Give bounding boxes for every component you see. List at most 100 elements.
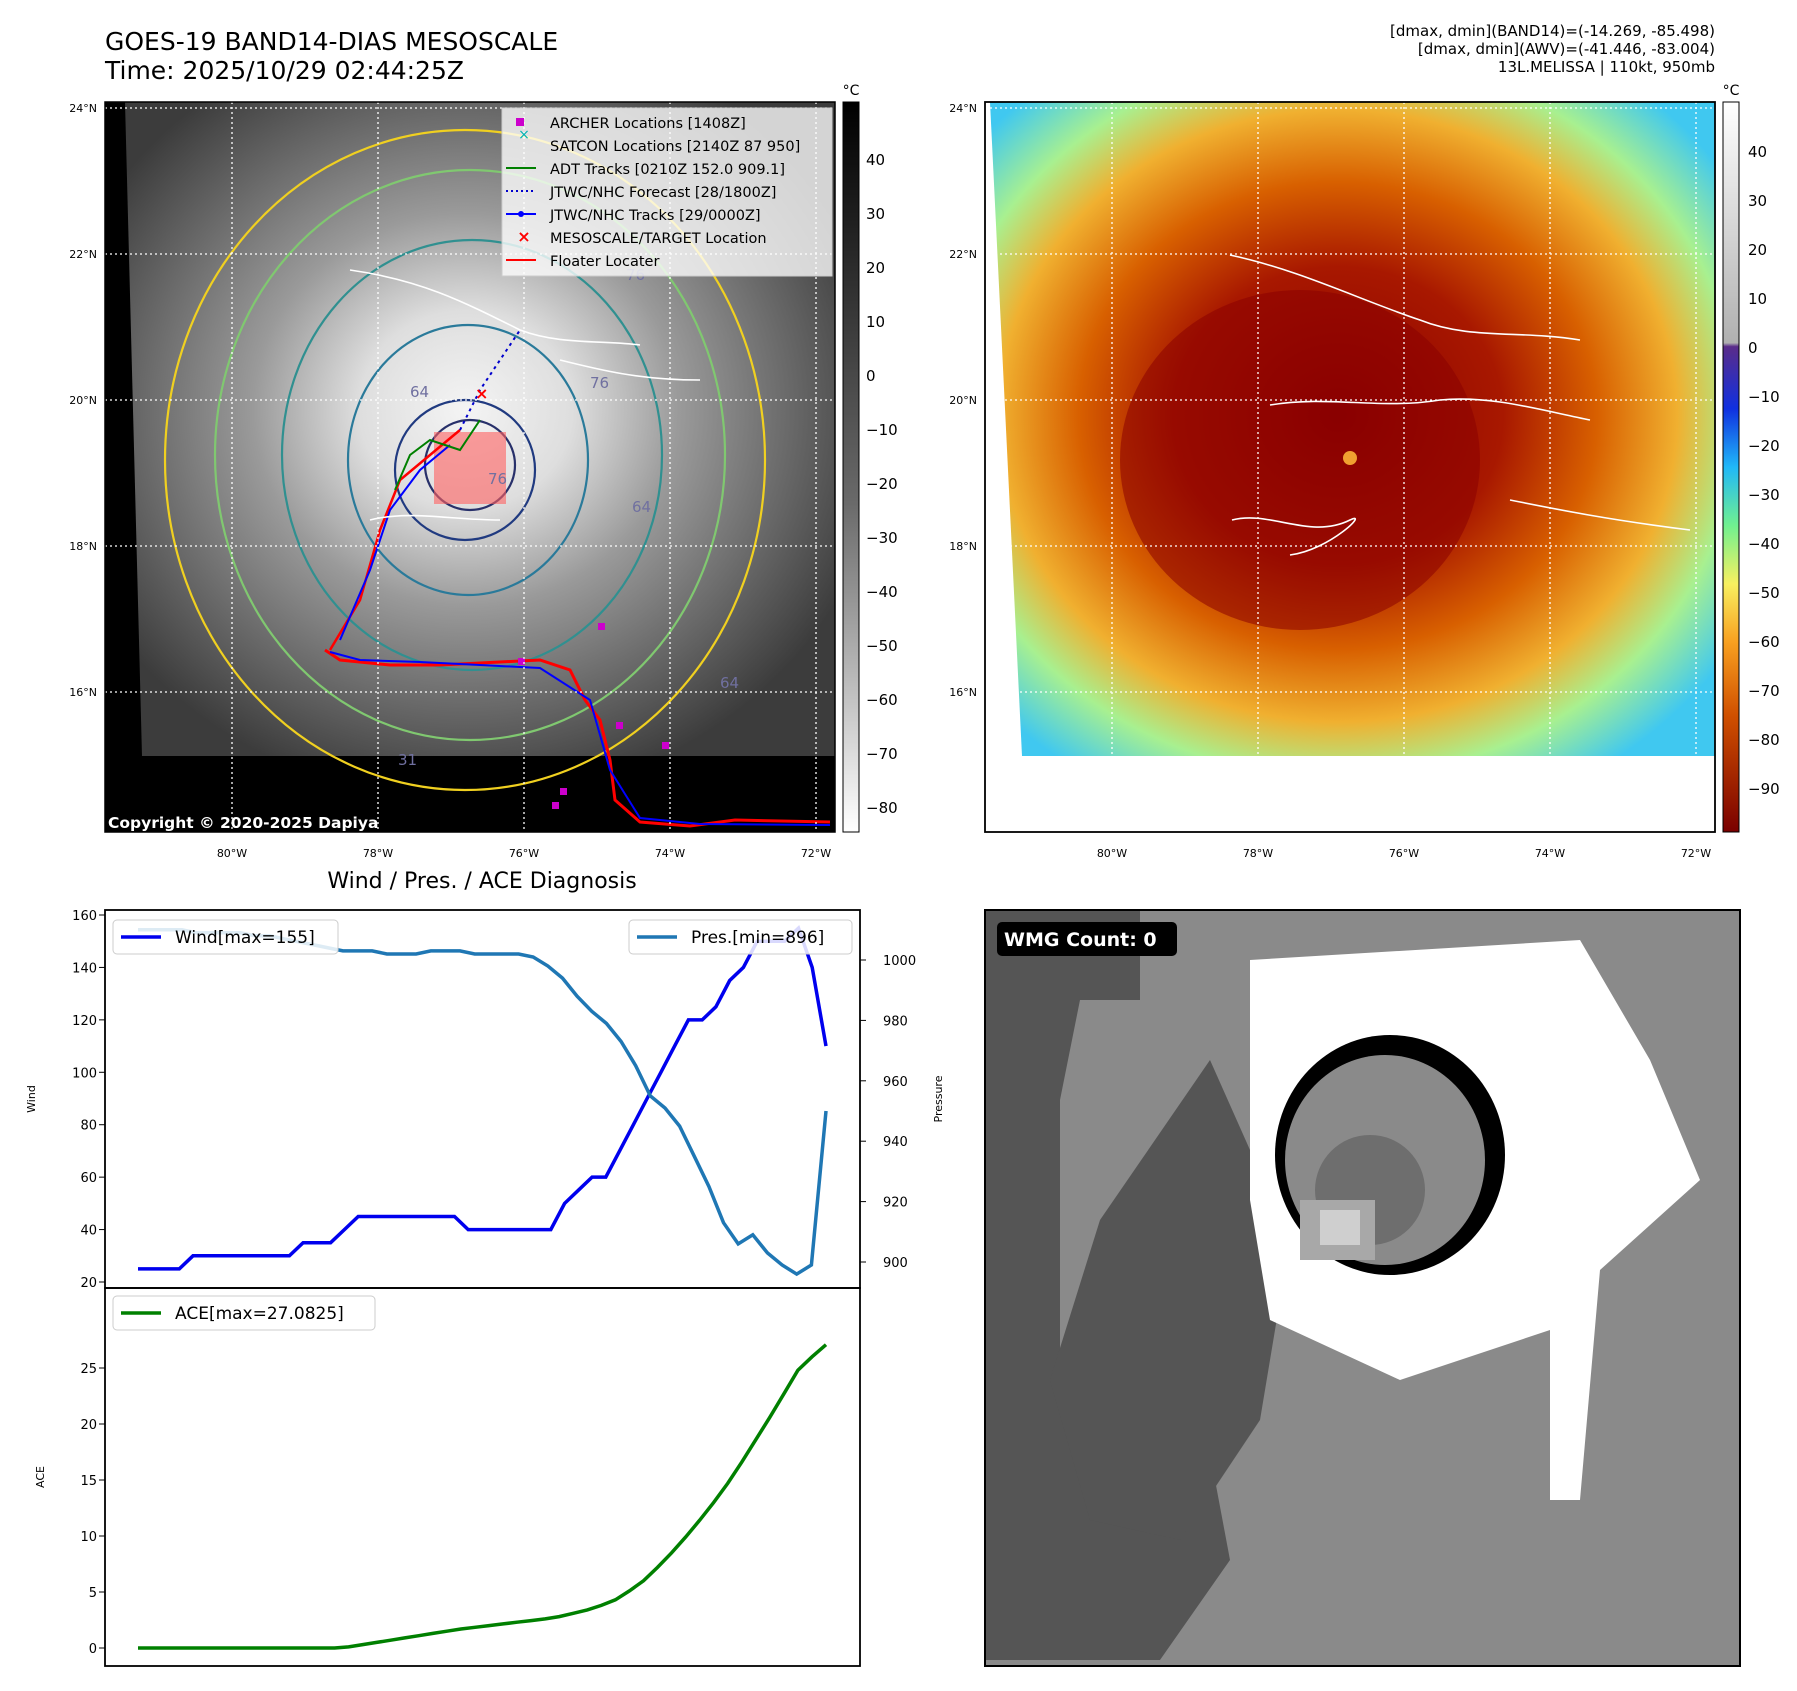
lat-label: 24°N (949, 102, 977, 115)
legend-adt: ADT Tracks [0210Z 152.0 909.1] (550, 162, 785, 178)
lon-label: 80°W (1097, 847, 1127, 860)
pres-ylabel: Pressure (932, 1075, 945, 1122)
contour-label: 76 (590, 374, 609, 392)
cbar-tick: 40 (1748, 143, 1767, 161)
ace-axes (104, 1287, 861, 1667)
pres-legend-label: Pres.[min=896] (691, 928, 824, 948)
axis-tick-label: 80 (80, 1119, 97, 1134)
cbar-tick: −20 (1748, 437, 1780, 455)
wind-series-line (138, 924, 828, 1271)
tr-header-line3: 13L.MELISSA | 110kt, 950mb (1497, 58, 1715, 76)
tl-lat-labels: 24°N 22°N 20°N 18°N 16°N (69, 102, 97, 699)
tr-header: [dmax, dmin](BAND14)=(-14.269, -85.498) … (1215, 22, 1715, 76)
axis-tick-label: 10 (80, 1530, 97, 1545)
cbar-tick: −50 (1748, 584, 1780, 602)
tl-legend: × × ARCHER Locations [1408Z] SATCON Loca… (501, 107, 833, 277)
wind-ylabel: Wind (25, 1085, 38, 1113)
lat-label: 22°N (69, 248, 97, 261)
legend-forecast: JTWC/NHC Forecast [28/1800Z] (549, 185, 776, 201)
tr-colorbar: °C 40 30 20 10 0 −10 −20 −30 −40 −50 −60… (1722, 83, 1780, 833)
legend-satcon: SATCON Locations [2140Z 87 950] (550, 139, 800, 155)
pressure-series-line (138, 928, 828, 1277)
cbar-tick: −60 (866, 691, 898, 709)
lat-label: 22°N (949, 248, 977, 261)
lon-label: 78°W (363, 847, 393, 860)
lat-label: 20°N (949, 394, 977, 407)
axis-tick-label: 160 (72, 909, 97, 924)
copyright-text: Copyright © 2020-2025 Dapiya (108, 814, 378, 832)
legend-archer: ARCHER Locations [1408Z] (550, 116, 746, 132)
tr-map (984, 101, 1716, 833)
axis-tick-label: 1000 (883, 954, 916, 969)
wmg-panel: WMG Count: 0 (984, 909, 1741, 1667)
cbar-tick: −40 (1748, 535, 1780, 553)
target-marker-icon: × (475, 384, 488, 403)
cbar-tick: −70 (866, 745, 898, 763)
axis-tick-label: 5 (89, 1586, 97, 1601)
legend-tracks: JTWC/NHC Tracks [29/0000Z] (549, 208, 761, 224)
cbar-tick: −10 (1748, 388, 1780, 406)
lat-label: 20°N (69, 394, 97, 407)
cbar-tick: −10 (866, 421, 898, 439)
contour-label: 64 (720, 674, 739, 692)
cbar-tick: 10 (1748, 290, 1767, 308)
cbar-tick: −30 (1748, 486, 1780, 504)
axis-tick-label: 20 (80, 1418, 97, 1433)
axis-tick-label: 15 (80, 1474, 97, 1489)
axis-tick-label: 140 (72, 961, 97, 976)
cbar-tick: 0 (866, 367, 876, 385)
cbar-tick: 30 (1748, 192, 1767, 210)
contour-label: 31 (398, 751, 417, 769)
lon-label: 76°W (509, 847, 539, 860)
lon-label: 72°W (1681, 847, 1711, 860)
cbar-tick: −20 (866, 475, 898, 493)
cbar-tick: −80 (866, 799, 898, 817)
lon-label: 78°W (1243, 847, 1273, 860)
wmg-count-label: WMG Count: 0 (1004, 929, 1157, 951)
axis-tick-label: 40 (80, 1224, 97, 1239)
cbar-tick: −70 (1748, 682, 1780, 700)
cbar-tick: −30 (866, 529, 898, 547)
target-cross-icon: × (517, 227, 530, 246)
lat-label: 16°N (69, 686, 97, 699)
axis-tick-label: 940 (883, 1135, 908, 1150)
cbar-tick: 20 (866, 259, 885, 277)
lat-label: 24°N (69, 102, 97, 115)
axis-tick-label: 920 (883, 1196, 908, 1211)
legend-target: MESOSCALE/TARGET Location (550, 231, 767, 247)
contour-label: 64 (410, 383, 429, 401)
lat-label: 16°N (949, 686, 977, 699)
lat-label: 18°N (69, 540, 97, 553)
cbar-tick: −40 (866, 583, 898, 601)
lon-label: 80°W (217, 847, 247, 860)
axis-tick-label: 100 (72, 1066, 97, 1081)
axis-tick-label: 120 (72, 1014, 97, 1029)
axis-tick-label: 980 (883, 1014, 908, 1029)
pres-legend: Pres.[min=896] (628, 919, 853, 955)
wind-legend-label: Wind[max=155] (175, 928, 315, 948)
contour-label: 76 (488, 470, 507, 488)
lat-label: 18°N (949, 540, 977, 553)
cbar-tick: −80 (1748, 731, 1780, 749)
tr-header-line1: [dmax, dmin](BAND14)=(-14.269, -85.498) (1390, 22, 1715, 40)
ace-ylabel: ACE (34, 1466, 47, 1488)
diagnosis-title: Wind / Pres. / ACE Diagnosis (327, 869, 636, 894)
wind-legend: Wind[max=155] (112, 919, 339, 955)
satcon-cross-icon: × (518, 127, 530, 143)
cbar-tick: 0 (1748, 339, 1758, 357)
cbar-tick: 10 (866, 313, 885, 331)
axis-tick-label: 900 (883, 1256, 908, 1271)
axis-tick-label: 20 (80, 1276, 97, 1291)
lon-label: 76°W (1389, 847, 1419, 860)
archer-square-icon (516, 118, 524, 126)
tl-cbar-ticks: 40 30 20 10 0 −10 −20 −30 −40 −50 −60 −7… (866, 151, 898, 817)
cbar-tick: 40 (866, 151, 885, 169)
axis-tick-label: 960 (883, 1075, 908, 1090)
lon-label: 74°W (1535, 847, 1565, 860)
tl-title-line2: Time: 2025/10/29 02:44:25Z (105, 56, 464, 85)
lon-label: 74°W (655, 847, 685, 860)
cbar-tick: −60 (1748, 633, 1780, 651)
ace-series-line (138, 1343, 828, 1650)
legend-floater: Floater Locater (550, 254, 659, 270)
